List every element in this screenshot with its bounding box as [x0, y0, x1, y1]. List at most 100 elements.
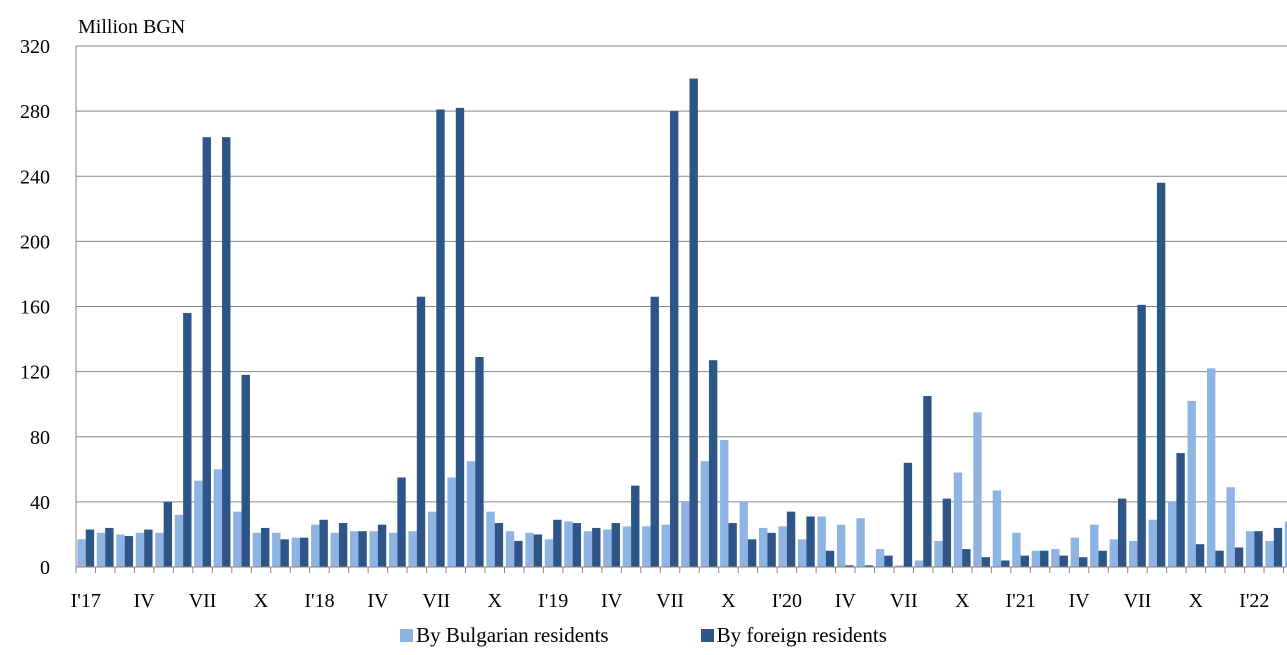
bar: [650, 296, 659, 567]
bar: [525, 532, 534, 567]
x-tick-label: VII: [1124, 590, 1152, 612]
bar: [700, 461, 709, 567]
bar: [252, 532, 262, 567]
y-tick-label: 120: [20, 362, 50, 384]
bar: [163, 501, 173, 567]
bar: [1001, 560, 1010, 567]
bar: [836, 524, 846, 567]
x-tick-label: X: [955, 590, 970, 612]
bar: [1020, 555, 1029, 567]
bar: [544, 539, 554, 567]
y-tick-label: 80: [30, 427, 50, 449]
bar: [183, 313, 192, 567]
bar: [533, 534, 543, 567]
bar: [1059, 555, 1068, 567]
bar: [1109, 539, 1118, 567]
y-tick-label: 240: [20, 166, 50, 188]
bar: [914, 560, 924, 567]
x-tick-label: I'22: [1239, 590, 1269, 612]
bar: [213, 469, 223, 567]
bar: [358, 531, 367, 567]
bar: [1226, 487, 1235, 567]
bar: [953, 472, 963, 567]
bar: [1040, 550, 1049, 567]
bar: [1079, 557, 1088, 567]
bar: [1195, 544, 1205, 567]
bar: [1051, 549, 1060, 567]
bar: [747, 539, 757, 567]
bar: [728, 523, 737, 567]
bars: [77, 78, 1287, 568]
bar: [1012, 532, 1021, 567]
bar: [942, 498, 952, 567]
bar: [155, 532, 164, 567]
bar: [689, 78, 698, 567]
bar: [631, 485, 640, 567]
bar: [505, 531, 515, 567]
legend-item-foreign: By foreign residents: [700, 622, 887, 648]
bar: [903, 462, 913, 567]
bar: [475, 356, 484, 567]
bar: [261, 527, 270, 567]
bar: [350, 531, 359, 567]
legend-item-bulgarian: By Bulgarian residents: [400, 622, 609, 648]
x-tick-label: VII: [890, 590, 918, 612]
x-tick-label: I'17: [71, 590, 101, 612]
x-tick-label: IV: [1068, 590, 1090, 612]
bar: [1148, 519, 1157, 567]
legend-label-bulgarian: By Bulgarian residents: [416, 622, 609, 647]
bar: [797, 539, 807, 567]
bar: [661, 524, 671, 567]
x-axis: [75, 46, 1287, 573]
bar: [622, 526, 632, 567]
x-tick-label: I'21: [1005, 590, 1035, 612]
bar: [611, 523, 620, 567]
bar: [572, 523, 582, 567]
bar: [981, 557, 991, 567]
y-tick-label: 320: [20, 36, 50, 58]
bar: [1265, 540, 1274, 567]
x-tick-label: VII: [422, 590, 450, 612]
bar: [105, 527, 114, 567]
x-tick-label: VII: [189, 590, 217, 612]
bar: [144, 529, 153, 567]
bar: [973, 412, 982, 567]
bar: [116, 534, 125, 567]
bar: [1098, 550, 1107, 567]
bar: [377, 524, 387, 567]
bar: [817, 516, 826, 567]
bar: [388, 532, 398, 567]
bar: [564, 521, 573, 567]
legend-label-foreign: By foreign residents: [716, 622, 887, 647]
bar: [96, 532, 106, 567]
bar: [222, 137, 231, 568]
bar: [397, 477, 406, 567]
bar: [272, 532, 281, 567]
bar: [962, 549, 971, 567]
bar: [416, 296, 426, 567]
bar: [642, 526, 651, 567]
bar: [1137, 304, 1146, 567]
legend-swatch-bulgarian: [400, 628, 414, 642]
x-tick-label: IV: [367, 590, 389, 612]
bar: [1215, 550, 1224, 567]
bar: [825, 550, 835, 567]
bar: [767, 532, 776, 567]
bar: [1273, 527, 1283, 567]
bar: [1090, 524, 1099, 567]
bar: [1176, 453, 1185, 567]
bar: [670, 111, 679, 567]
bar: [884, 555, 893, 567]
bar: [895, 565, 904, 567]
bar: [241, 374, 250, 567]
x-tick-label: X: [488, 590, 503, 612]
x-tick-label: I'18: [304, 590, 334, 612]
x-tick-label: I'20: [772, 590, 802, 612]
x-tick-label: IV: [134, 590, 156, 612]
bar: [1156, 182, 1166, 567]
bar: [720, 440, 729, 567]
y-tick-label: 160: [20, 297, 50, 319]
bar: [427, 511, 437, 567]
bar: [202, 137, 211, 568]
y-tick-label: 280: [20, 101, 50, 123]
